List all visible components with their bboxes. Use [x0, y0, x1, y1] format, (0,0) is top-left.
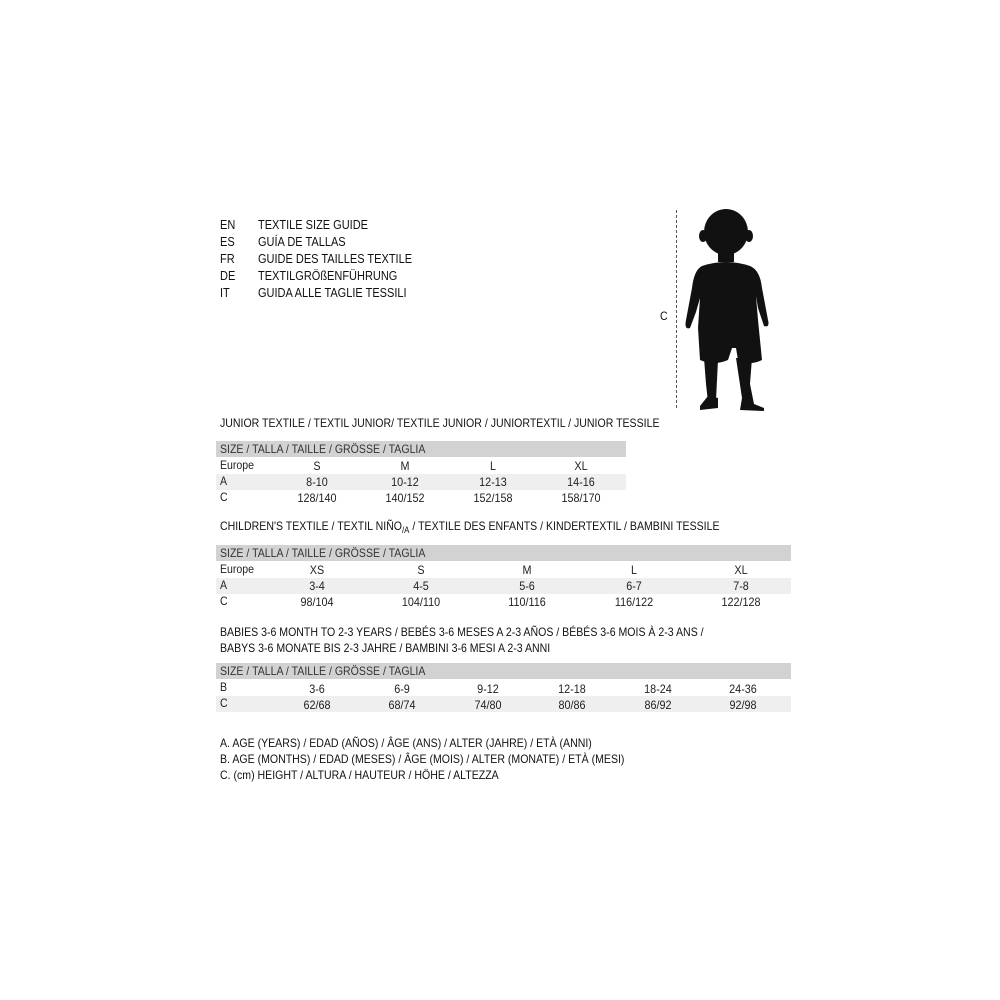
cell: L: [489, 459, 497, 473]
cell: 152/158: [473, 491, 513, 505]
cell: 4-5: [413, 579, 429, 593]
lang-code-de: DE: [220, 269, 236, 283]
row-label: C: [220, 594, 228, 608]
table-header-bar: [216, 441, 626, 457]
cell: M: [522, 563, 532, 577]
lang-code-en: EN: [220, 218, 236, 232]
size-header: SIZE / TALLA / TAILLE / GRÖSSE / TAGLIA: [220, 664, 426, 678]
cell: L: [630, 563, 638, 577]
cell: M: [400, 459, 410, 473]
cell: 128/140: [297, 491, 337, 505]
cell: 140/152: [385, 491, 425, 505]
cell: XL: [734, 563, 748, 577]
cell: 9-12: [477, 682, 499, 696]
shaded-row: [216, 696, 791, 712]
cell: 24-36: [729, 682, 757, 696]
children-title-main: CHILDREN'S TEXTILE / TEXTIL NIÑO: [220, 519, 402, 533]
shaded-row: [216, 578, 791, 594]
row-label: A: [220, 578, 228, 592]
cell: 6-7: [626, 579, 642, 593]
height-measure-label: C: [660, 309, 668, 323]
lang-code-es: ES: [220, 235, 235, 249]
legend-item: B. AGE (MONTHS) / EDAD (MESES) / ÂGE (MO…: [220, 752, 625, 766]
cell: 110/116: [508, 595, 546, 609]
title-es: GUÍA DE TALLAS: [258, 235, 346, 249]
cell: 68/74: [388, 698, 416, 712]
cell: 86/92: [644, 698, 672, 712]
row-label: C: [220, 490, 228, 504]
legend-item: A. AGE (YEARS) / EDAD (AÑOS) / ÂGE (ANS)…: [220, 736, 592, 750]
cell: 18-24: [644, 682, 672, 696]
cell: 92/98: [729, 698, 757, 712]
table-header-bar: [216, 545, 791, 561]
row-label: Europe: [220, 458, 255, 472]
cell: 12-18: [558, 682, 586, 696]
cell: S: [313, 459, 321, 473]
cell: 122/128: [721, 595, 761, 609]
cell: 6-9: [394, 682, 410, 696]
row-label: A: [220, 474, 228, 488]
cell: 3-6: [309, 682, 325, 696]
cell: 74/80: [474, 698, 502, 712]
size-header: SIZE / TALLA / TAILLE / GRÖSSE / TAGLIA: [220, 442, 426, 456]
babies-title-line2: BABYS 3-6 MONATE BIS 2-3 JAHRE / BAMBINI…: [220, 641, 551, 655]
cell: 14-16: [567, 475, 595, 489]
cell: 3-4: [309, 579, 325, 593]
row-label: B: [220, 680, 228, 694]
children-title-suffix: /A: [401, 525, 410, 535]
shaded-row: [216, 474, 626, 490]
cell: 7-8: [733, 579, 749, 593]
lang-code-fr: FR: [220, 252, 235, 266]
title-it: GUIDA ALLE TAGLIE TESSILI: [258, 286, 407, 300]
cell: 116/122: [614, 595, 654, 609]
row-label: C: [220, 696, 228, 710]
cell: 10-12: [391, 475, 419, 489]
cell: XS: [309, 563, 325, 577]
cell: S: [417, 563, 425, 577]
cell: 62/68: [303, 698, 331, 712]
babies-title-line1: BABIES 3-6 MONTH TO 2-3 YEARS / BEBÉS 3-…: [220, 625, 704, 639]
children-title-rest: / TEXTILE DES ENFANTS / KINDERTEXTIL / B…: [409, 519, 720, 533]
legend-item: C. (cm) HEIGHT / ALTURA / HAUTEUR / HÖHE…: [220, 768, 499, 782]
title-en: TEXTILE SIZE GUIDE: [258, 218, 369, 232]
cell: 12-13: [479, 475, 507, 489]
title-fr: GUIDE DES TAILLES TEXTILE: [258, 252, 413, 266]
cell: 158/170: [561, 491, 601, 505]
table-header-bar: [216, 663, 791, 679]
children-title: CHILDREN'S TEXTILE / TEXTIL NIÑO/A / TEX…: [220, 518, 720, 538]
cell: 98/104: [300, 595, 334, 609]
cell: 80/86: [558, 698, 586, 712]
cell: 5-6: [519, 579, 535, 593]
cell: 104/110: [401, 595, 441, 609]
title-de: TEXTILGRÖßENFÜHRUNG: [258, 269, 398, 283]
lang-code-it: IT: [220, 286, 230, 300]
child-silhouette-icon: [685, 209, 769, 411]
cell: 8-10: [306, 475, 328, 489]
height-measure-line: [676, 210, 677, 408]
cell: XL: [574, 459, 588, 473]
junior-title: JUNIOR TEXTILE / TEXTIL JUNIOR/ TEXTILE …: [220, 416, 660, 430]
row-label: Europe: [220, 562, 255, 576]
size-header: SIZE / TALLA / TAILLE / GRÖSSE / TAGLIA: [220, 546, 426, 560]
